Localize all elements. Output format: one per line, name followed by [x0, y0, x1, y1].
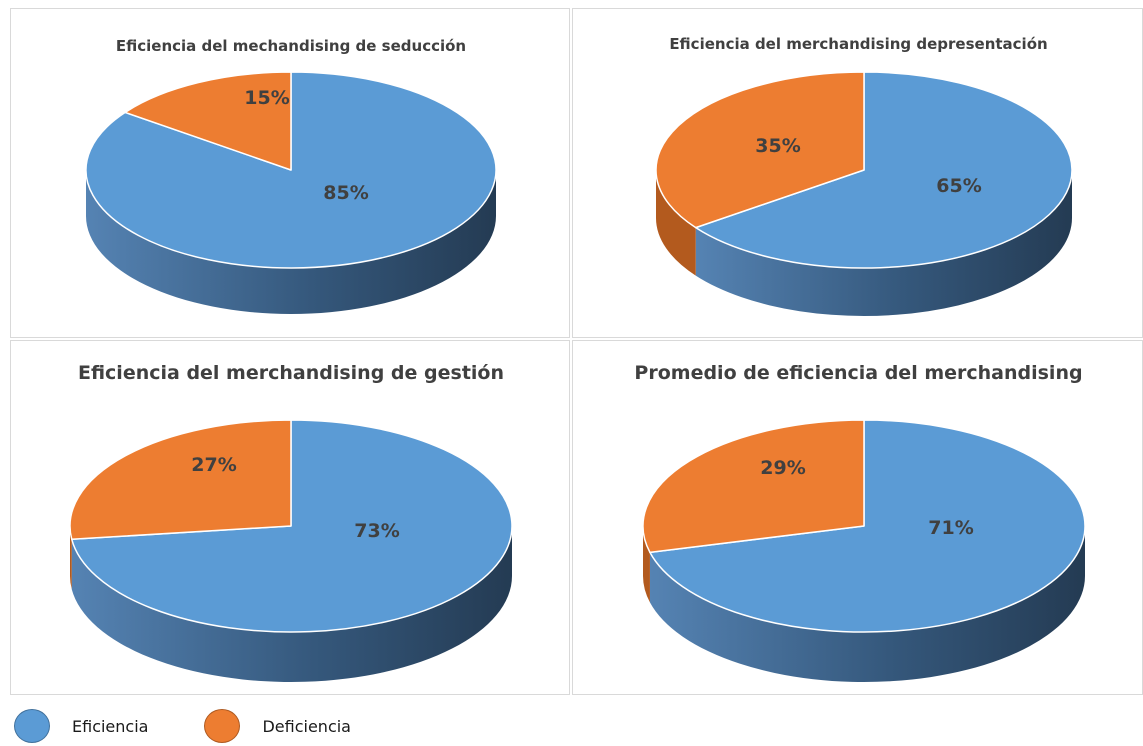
pie-side-eficiencia	[695, 170, 1072, 316]
pie-slice-deficiencia	[69, 419, 292, 541]
chart-legend: Eficiencia Deficiencia	[14, 708, 407, 744]
legend-label-deficiencia: Deficiencia	[262, 716, 351, 736]
data-label-eficiencia: 71%	[928, 517, 973, 539]
chart-panel-seduccion: Eficiencia del mechandising de seducción…	[10, 8, 570, 338]
chart-panel-presentacion: Eficiencia del merchandising depresentac…	[572, 8, 1143, 338]
pie-slice-eficiencia	[70, 419, 513, 633]
pie-side-deficiencia	[656, 170, 696, 276]
chart-panel-gestion: Eficiencia del merchandising de gestión 7…	[10, 340, 570, 695]
pie-chart-gestion: Eficiencia del merchandising de gestión 7…	[69, 362, 513, 683]
data-label-deficiencia: 27%	[191, 454, 236, 476]
data-label-deficiencia: 35%	[755, 135, 800, 157]
legend-swatch-deficiencia	[204, 709, 241, 743]
legend-item-eficiencia: Eficiencia	[14, 709, 148, 743]
chart-title: Eficiencia del mechandising de seducción	[116, 37, 466, 55]
data-label-deficiencia: 15%	[244, 87, 289, 109]
data-label-eficiencia: 65%	[936, 175, 981, 197]
pie-side-deficiencia	[643, 526, 650, 603]
pie-side-deficiencia	[70, 526, 72, 590]
chart-title: Eficiencia del merchandising de gestión	[78, 362, 504, 384]
data-label-eficiencia: 73%	[354, 520, 399, 542]
chart-panel-promedio: Promedio de eficiencia del merchandising…	[572, 340, 1143, 695]
legend-label-eficiencia: Eficiencia	[72, 716, 149, 736]
pie-slice-deficiencia	[124, 71, 292, 171]
pie-slice-deficiencia	[642, 419, 865, 554]
legend-swatch-eficiencia	[14, 709, 50, 743]
pie-slice-deficiencia	[655, 71, 865, 229]
pie-chart-presentacion: Eficiencia del merchandising depresentac…	[655, 35, 1073, 316]
data-label-eficiencia: 85%	[323, 182, 368, 204]
pie-side-eficiencia	[86, 170, 496, 314]
chart-title: Promedio de eficiencia del merchandising	[634, 362, 1082, 384]
pie-side-eficiencia	[71, 526, 513, 683]
legend-item-deficiencia: Deficiencia	[204, 709, 351, 743]
data-label-deficiencia: 29%	[760, 457, 805, 479]
pie-slice-eficiencia	[649, 419, 1086, 633]
pie-slice-eficiencia	[694, 71, 1073, 269]
pie-chart-seduccion: Eficiencia del mechandising de seducción…	[85, 37, 497, 314]
pie-chart-promedio: Promedio de eficiencia del merchandising…	[634, 362, 1086, 682]
pie-side-eficiencia	[649, 526, 1085, 682]
chart-title: Eficiencia del merchandising depresentac…	[669, 35, 1047, 53]
